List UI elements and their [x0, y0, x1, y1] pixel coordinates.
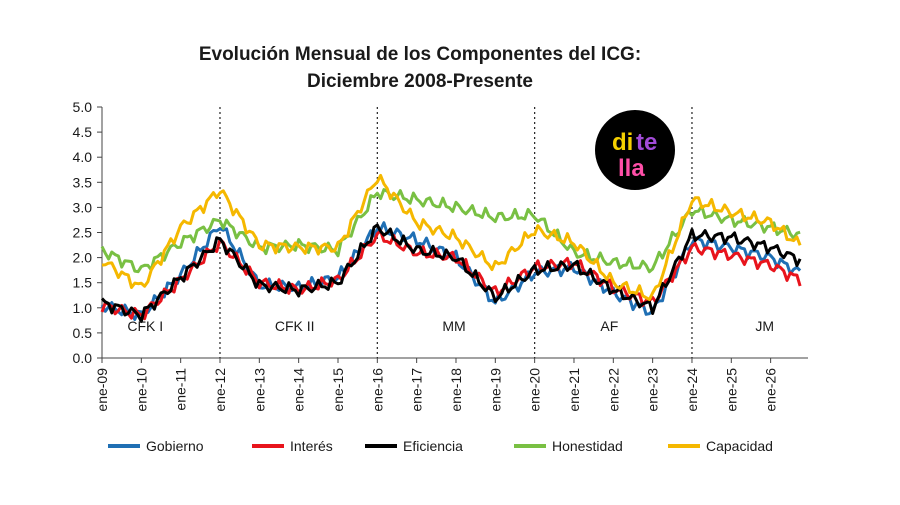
legend-label: Interés	[290, 438, 333, 454]
logo-te: te	[636, 129, 657, 156]
x-tick-label: ene-20	[527, 368, 543, 412]
x-tick-label: ene-24	[684, 368, 700, 412]
y-tick-label: 5.0	[73, 99, 93, 115]
chart-subtitle: Diciembre 2008-Presente	[307, 71, 533, 92]
x-tick-label: ene-25	[723, 368, 739, 412]
logo-di: di	[612, 129, 633, 156]
x-tick-label: ene-12	[212, 368, 228, 412]
x-tick-label: ene-17	[409, 368, 425, 412]
ditella-logo: di te lla	[595, 110, 675, 190]
x-tick-label: ene-26	[763, 368, 779, 412]
legend: Gobierno Interés Eficiencia Honestidad Capac…	[108, 438, 773, 454]
x-tick-label: ene-11	[173, 368, 189, 411]
legend-label: Eficiencia	[403, 438, 463, 454]
y-tick-label: 2.5	[73, 225, 93, 241]
period-labels: CFK I CFK II MM AF JM	[127, 318, 774, 334]
y-tick-label: 3.0	[73, 199, 93, 215]
series-line-interés	[100, 229, 802, 321]
period-label: AF	[600, 318, 618, 334]
x-tick-label: ene-18	[448, 368, 464, 412]
x-tick-label: ene-21	[566, 368, 582, 412]
period-label: CFK I	[127, 318, 163, 334]
x-tick-label: ene-13	[251, 368, 267, 412]
y-tick-label: 0.5	[73, 325, 93, 341]
legend-label: Honestidad	[552, 438, 623, 454]
period-label: JM	[755, 318, 774, 334]
y-tick-label: 4.5	[73, 124, 93, 140]
chart-title: Evolución Mensual de los Componentes del…	[199, 44, 641, 65]
series-line-eficiencia	[100, 223, 802, 323]
legend-label: Capacidad	[706, 438, 773, 454]
y-tick-label: 3.5	[73, 174, 93, 190]
x-tick-label: ene-23	[645, 368, 661, 412]
x-tick-label: ene-10	[133, 368, 149, 412]
series-lines	[100, 173, 802, 323]
plot-axes: 0.0 0.5 1.0 1.5 2.0 2.5 3.0 3.5 4.0 4.5 5.0 ene-09 e…	[73, 99, 808, 412]
x-tick-label: ene-22	[605, 368, 621, 412]
x-tick-label: ene-09	[94, 368, 110, 412]
logo-lla: lla	[618, 155, 645, 182]
legend-label: Gobierno	[146, 438, 204, 454]
series-line-honestidad	[100, 188, 801, 274]
series-line-capacidad	[101, 173, 802, 301]
x-tick-label: ene-14	[291, 368, 307, 412]
y-tick-label: 1.0	[73, 300, 93, 316]
y-tick-label: 1.5	[73, 275, 93, 291]
x-tick-label: ene-15	[330, 368, 346, 412]
period-label: CFK II	[275, 318, 315, 334]
y-tick-label: 0.0	[73, 350, 93, 366]
x-tick-label: ene-16	[369, 368, 385, 412]
y-tick-label: 4.0	[73, 149, 93, 165]
y-tick-label: 2.0	[73, 250, 93, 266]
logo-circle	[595, 110, 675, 190]
period-label: MM	[442, 318, 465, 334]
x-tick-label: ene-19	[487, 368, 503, 412]
